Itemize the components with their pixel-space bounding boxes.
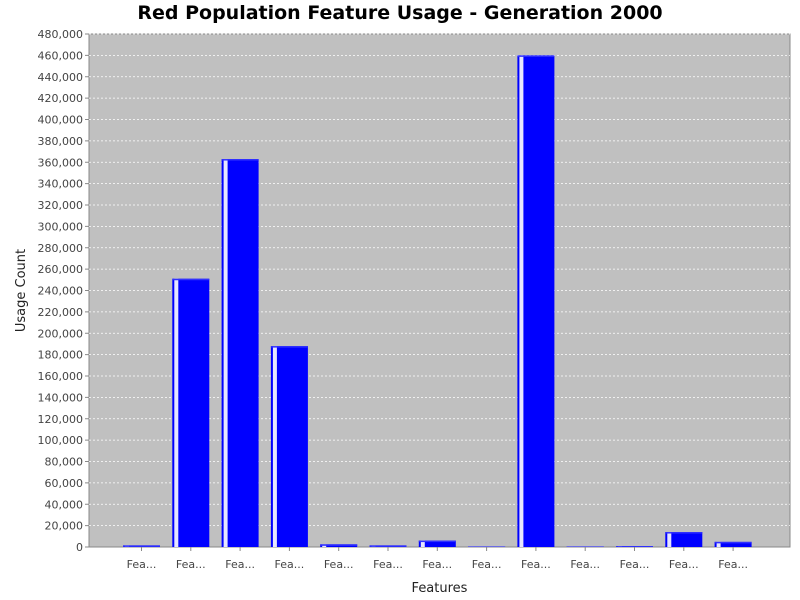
bar-top-edge bbox=[369, 545, 407, 547]
bar-body bbox=[714, 541, 752, 547]
x-tick-label: Fea... bbox=[472, 558, 502, 571]
bar-top-edge bbox=[517, 55, 555, 57]
y-tick-label: 240,000 bbox=[38, 285, 84, 298]
bar-top-edge bbox=[270, 346, 308, 348]
y-tick-label: 20,000 bbox=[45, 520, 84, 533]
bars bbox=[123, 55, 752, 547]
y-tick-label: 320,000 bbox=[38, 199, 84, 212]
bar-top-edge bbox=[221, 159, 259, 161]
bar-highlight bbox=[223, 159, 228, 547]
chart-title: Red Population Feature Usage - Generatio… bbox=[137, 2, 663, 24]
x-tick-label: Fea... bbox=[570, 558, 600, 571]
bar-top-edge bbox=[665, 532, 703, 534]
bar-highlight bbox=[174, 278, 179, 547]
x-tick-label: Fea... bbox=[225, 558, 255, 571]
y-tick-label: 0 bbox=[76, 541, 83, 554]
bar bbox=[517, 55, 555, 547]
x-tick-label: Fea... bbox=[718, 558, 748, 571]
bar bbox=[714, 541, 752, 547]
bar bbox=[369, 545, 407, 547]
y-tick-label: 260,000 bbox=[38, 263, 84, 276]
y-tick-label: 100,000 bbox=[38, 434, 84, 447]
y-tick-label: 420,000 bbox=[38, 92, 84, 105]
y-tick-label: 380,000 bbox=[38, 135, 84, 148]
bar bbox=[270, 346, 308, 547]
bar bbox=[221, 159, 259, 547]
bar-body bbox=[418, 540, 456, 547]
y-tick-label: 300,000 bbox=[38, 220, 84, 233]
x-tick-label: Fea... bbox=[275, 558, 305, 571]
y-tick-label: 440,000 bbox=[38, 71, 84, 84]
bar bbox=[418, 540, 456, 547]
bar bbox=[616, 546, 653, 547]
bar bbox=[468, 546, 506, 547]
bar-top-edge bbox=[418, 540, 456, 543]
bar-top-edge bbox=[172, 278, 210, 281]
y-tick-label: 200,000 bbox=[38, 327, 84, 340]
x-tick-label: Fea... bbox=[373, 558, 403, 571]
bar-highlight bbox=[272, 346, 277, 547]
y-tick-label: 120,000 bbox=[38, 413, 84, 426]
bar bbox=[566, 546, 604, 547]
bar bbox=[320, 544, 358, 547]
x-tick-label: Fea... bbox=[324, 558, 354, 571]
bar-body bbox=[172, 278, 210, 547]
y-tick-label: 340,000 bbox=[38, 178, 84, 191]
bar-body bbox=[665, 532, 703, 547]
y-tick-label: 400,000 bbox=[38, 114, 84, 127]
x-axis-ticks: Fea... Fea... Fea... Fea... Fea... Fea... Fea.… bbox=[127, 547, 748, 571]
y-tick-label: 480,000 bbox=[38, 28, 84, 41]
x-axis-label: Features bbox=[412, 581, 468, 596]
x-tick-label: Fea... bbox=[620, 558, 650, 571]
x-tick-label: Fea... bbox=[127, 558, 157, 571]
y-tick-label: 220,000 bbox=[38, 306, 84, 319]
bar-body bbox=[221, 159, 259, 547]
y-tick-label: 180,000 bbox=[38, 349, 84, 362]
y-tick-label: 40,000 bbox=[45, 498, 84, 511]
bar-top-edge bbox=[566, 546, 604, 547]
y-axis-label: Usage Count bbox=[14, 249, 29, 332]
y-axis-ticks: 0 20,000 40,000 60,000 80,000 100,000 120,000 1… bbox=[38, 28, 89, 554]
y-tick-label: 160,000 bbox=[38, 370, 84, 383]
bar-highlight bbox=[667, 532, 672, 547]
x-tick-label: Fea... bbox=[422, 558, 452, 571]
y-tick-label: 60,000 bbox=[45, 477, 84, 490]
bar-highlight bbox=[716, 541, 721, 547]
y-tick-label: 360,000 bbox=[38, 156, 84, 169]
bar-top-edge bbox=[320, 544, 358, 546]
bar-body bbox=[517, 55, 555, 547]
bar bbox=[172, 278, 210, 547]
y-tick-label: 140,000 bbox=[38, 391, 84, 404]
x-tick-label: Fea... bbox=[176, 558, 206, 571]
y-tick-label: 280,000 bbox=[38, 242, 84, 255]
bar-top-edge bbox=[714, 541, 752, 544]
y-tick-label: 80,000 bbox=[45, 456, 84, 469]
bar-highlight bbox=[420, 540, 425, 547]
y-tick-label: 460,000 bbox=[38, 49, 84, 62]
bar-top-edge bbox=[616, 546, 653, 547]
x-tick-label: Fea... bbox=[669, 558, 699, 571]
bar bbox=[123, 545, 160, 547]
bar-body bbox=[270, 346, 308, 547]
bar-highlight bbox=[519, 55, 524, 547]
x-tick-label: Fea... bbox=[521, 558, 551, 571]
bar-top-edge bbox=[123, 545, 160, 547]
bar bbox=[665, 532, 703, 547]
bar-top-edge bbox=[468, 546, 506, 547]
